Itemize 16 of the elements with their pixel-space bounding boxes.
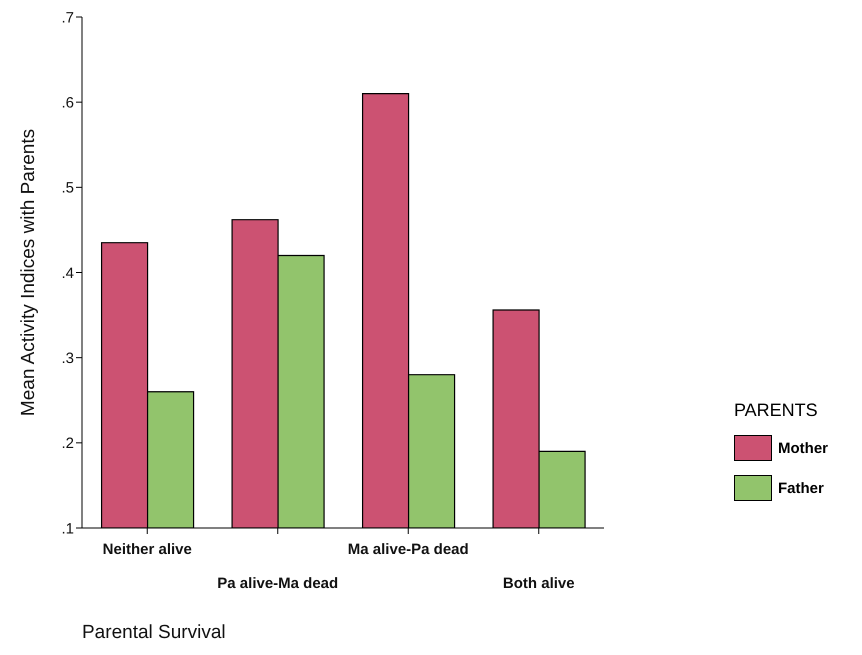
y-tick-label: .4 [61, 264, 74, 282]
y-tick-label: .6 [61, 94, 74, 112]
x-axis-title: Parental Survival [82, 622, 226, 643]
x-tick-label: Pa alive-Ma dead [217, 575, 338, 592]
y-tick-label: .2 [61, 435, 74, 452]
y-tick-label: .1 [61, 520, 74, 538]
legend-label: Father [778, 480, 824, 496]
x-tick-label: Ma alive-Pa dead [348, 541, 469, 558]
legend-label: Mother [778, 440, 828, 456]
legend-title: PARENTS [734, 400, 819, 421]
y-axis-title: Mean Activity Indices with Parents [18, 128, 39, 416]
y-tick-label: .5 [61, 180, 74, 197]
y-tick-label: .7 [61, 9, 74, 26]
x-tick-label: Neither alive [102, 541, 192, 558]
y-tick-label: .3 [61, 350, 74, 367]
x-tick-label: Both alive [502, 575, 575, 592]
